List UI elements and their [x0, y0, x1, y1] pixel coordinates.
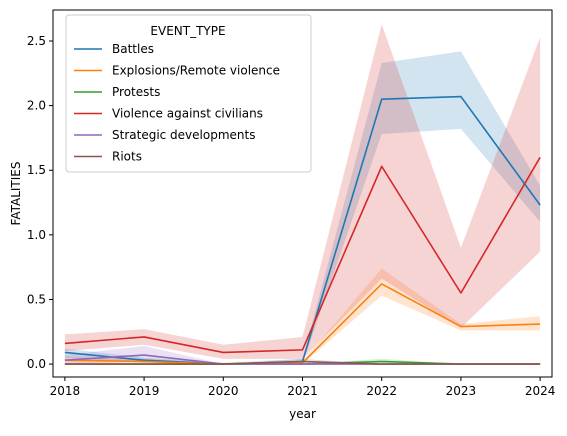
ci-band-explosions-remote-violence [64, 268, 541, 365]
x-tick-label: 2018 [50, 384, 81, 398]
legend-label-protests: Protests [112, 85, 160, 99]
legend-label-battles: Battles [112, 42, 154, 56]
series-lines [64, 95, 541, 365]
ci-band-battles [64, 51, 541, 365]
legend: EVENT_TYPE Battles Explosions/Remote viol… [65, 14, 312, 173]
y-tick-label: 0.0 [27, 357, 46, 371]
y-axis-ticks: 0.0 0.5 1.0 1.5 2.0 2.5 [27, 34, 53, 371]
y-tick-label: 0.5 [27, 292, 46, 306]
x-tick-label: 2023 [446, 384, 477, 398]
series-line-violence-against-civilians [64, 156, 541, 354]
x-tick-label: 2020 [208, 384, 239, 398]
legend-box [65, 14, 312, 173]
x-tick-label: 2024 [525, 384, 556, 398]
x-tick-label: 2022 [366, 384, 397, 398]
y-tick-label: 1.5 [27, 163, 46, 177]
legend-title: EVENT_TYPE [150, 24, 225, 38]
x-axis-label: year [289, 407, 316, 421]
x-axis-ticks: 2018 2019 2020 2021 2022 2023 2024 [50, 377, 556, 398]
legend-label-strategic-developments: Strategic developments [112, 128, 255, 142]
ci-band-violence-against-civilians [64, 24, 541, 359]
x-tick-label: 2019 [129, 384, 160, 398]
legend-label-riots: Riots [112, 150, 142, 164]
y-tick-label: 2.5 [27, 34, 46, 48]
legend-items: Battles Explosions/Remote violence Protest… [74, 42, 280, 164]
series-line-riots [64, 360, 541, 365]
legend-label-explosions-remote-violence: Explosions/Remote violence [112, 64, 280, 78]
x-tick-label: 2021 [287, 384, 318, 398]
legend-label-violence-against-civilians: Violence against civilians [112, 107, 263, 121]
y-tick-label: 1.0 [27, 228, 46, 242]
y-tick-label: 2.0 [27, 99, 46, 113]
y-axis-label: FATALITIES [9, 162, 23, 226]
series-line-explosions-remote-violence [64, 283, 541, 365]
